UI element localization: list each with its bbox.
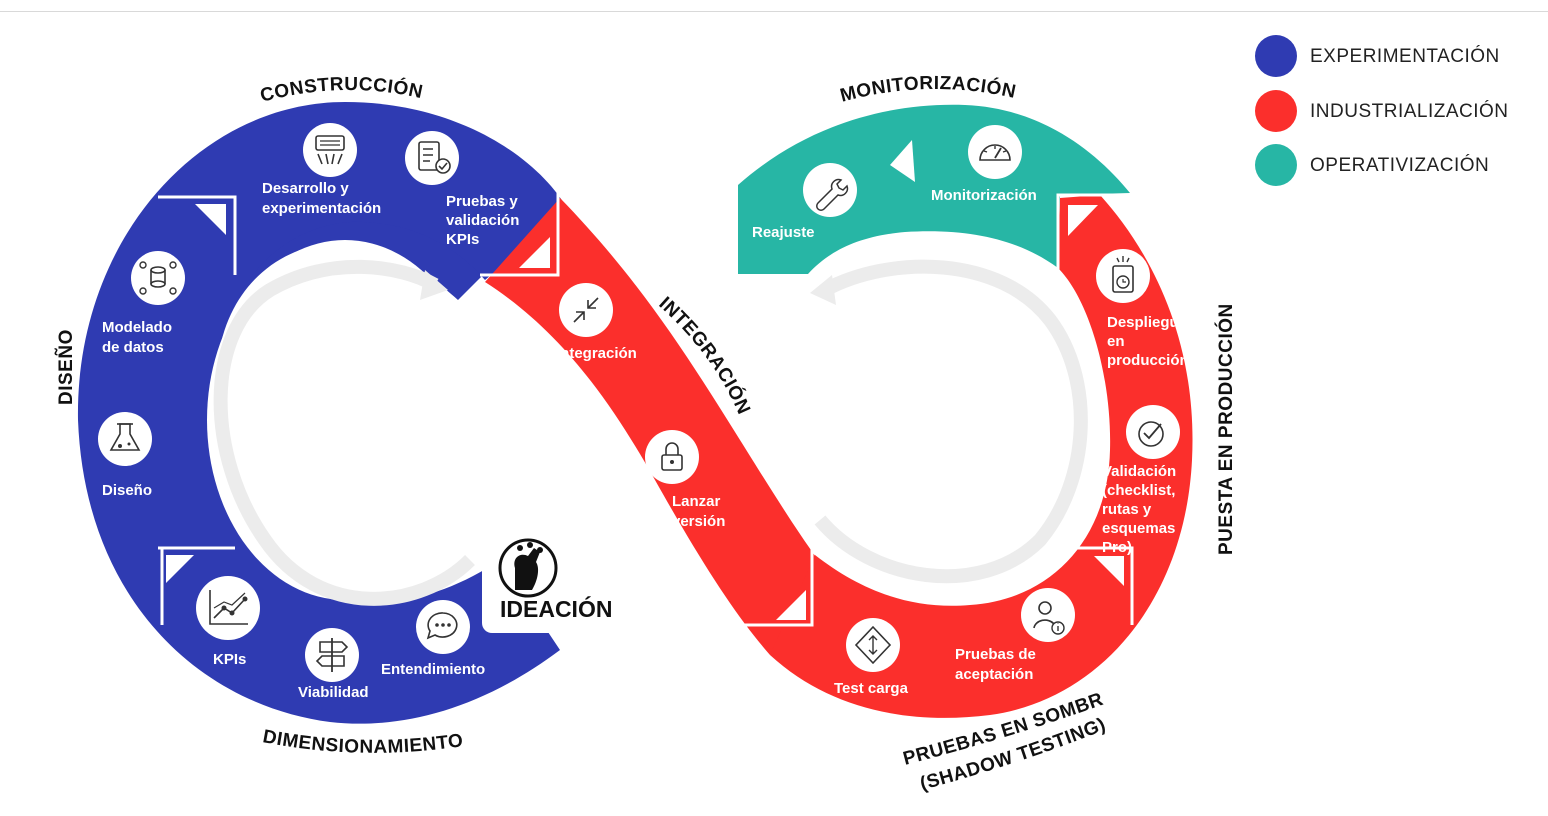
database-icon: [131, 251, 185, 305]
wrench-icon: [803, 163, 857, 217]
operativizacion-ring: [738, 104, 1130, 275]
top-divider: [0, 11, 1548, 12]
left-loop-hole: [207, 240, 483, 600]
chat-bubble-icon: [416, 600, 470, 654]
section-markers: [158, 140, 1138, 627]
checklist-icon: [405, 131, 459, 185]
label-modelado: Modelado de datos: [102, 319, 176, 356]
legend-swatch-red: [1255, 90, 1297, 132]
legend-swatch-blue: [1255, 35, 1297, 77]
legend: EXPERIMENTACIÓN INDUSTRIALIZACIÓN OPERAT…: [1255, 35, 1509, 186]
label-desarrollo: Desarrollo y experimentación: [262, 180, 381, 217]
legend-label-industrializacion: INDUSTRIALIZACIÓN: [1310, 100, 1509, 122]
left-flow-arrow: [213, 259, 475, 606]
section-dimensionamiento: DIMENSIONAMIENTO: [261, 726, 465, 758]
gauge-icon: [968, 125, 1022, 179]
deploy-icon: [1096, 249, 1150, 303]
label-test-carga: Test carga: [834, 680, 909, 697]
label-entendimiento: Entendimiento: [381, 661, 485, 678]
legend-label-experimentacion: EXPERIMENTACIÓN: [1310, 45, 1500, 67]
legend-item-industrializacion: INDUSTRIALIZACIÓN: [1255, 90, 1509, 132]
label-validacion: Validación (checklist, rutas y esquemas …: [1102, 463, 1180, 556]
step-icons: [98, 123, 1180, 682]
label-lanzar: Lanzar versión: [672, 493, 725, 530]
label-diseno: Diseño: [102, 482, 152, 499]
ideacion-icon: [498, 538, 558, 598]
legend-item-experimentacion: EXPERIMENTACIÓN: [1255, 35, 1500, 77]
label-viabilidad: Viabilidad: [298, 684, 369, 701]
section-puesta-produccion: PUESTA EN PRODUCCIÓN: [1215, 303, 1237, 555]
keyboard-icon: [303, 123, 357, 177]
load-test-icon: [846, 618, 900, 672]
signpost-icon: [305, 628, 359, 682]
section-monitorizacion: MONITORIZACIÓN: [838, 73, 1018, 107]
label-despliegue: Despliegue en producción: [1107, 314, 1191, 369]
left-arrowhead: [420, 270, 448, 300]
ideacion-label: IDEACIÓN: [500, 595, 612, 622]
line-chart-icon: [196, 576, 260, 640]
section-diseno: DISEÑO: [55, 329, 77, 405]
label-pruebas-kpis: Pruebas y validación KPIs: [446, 193, 524, 248]
user-info-icon: [1021, 588, 1075, 642]
label-monitorizacion: Monitorización: [931, 187, 1037, 204]
industrializacion-ring: [770, 195, 1193, 718]
check-circle-icon: [1126, 405, 1180, 459]
label-integracion: Integración: [556, 345, 637, 362]
section-construccion: CONSTRUCCIÓN: [258, 74, 425, 107]
legend-swatch-teal: [1255, 144, 1297, 186]
right-flow-arrow: [814, 259, 1088, 584]
legend-label-operativizacion: OPERATIVIZACIÓN: [1310, 154, 1489, 176]
flask-icon: [98, 412, 152, 466]
legend-item-operativizacion: OPERATIVIZACIÓN: [1255, 144, 1489, 186]
label-reajuste: Reajuste: [752, 224, 815, 241]
label-aceptacion: Pruebas de aceptación: [955, 646, 1040, 683]
experimentacion-ring-body: [77, 102, 569, 724]
right-arrowhead: [810, 275, 836, 305]
lock-icon: [645, 430, 699, 484]
step-labels: Desarrollo y experimentación Pruebas y v…: [102, 180, 1191, 701]
merge-arrows-icon: [559, 283, 613, 337]
right-loop-hole: [815, 253, 1105, 597]
label-kpis: KPIs: [213, 651, 246, 668]
